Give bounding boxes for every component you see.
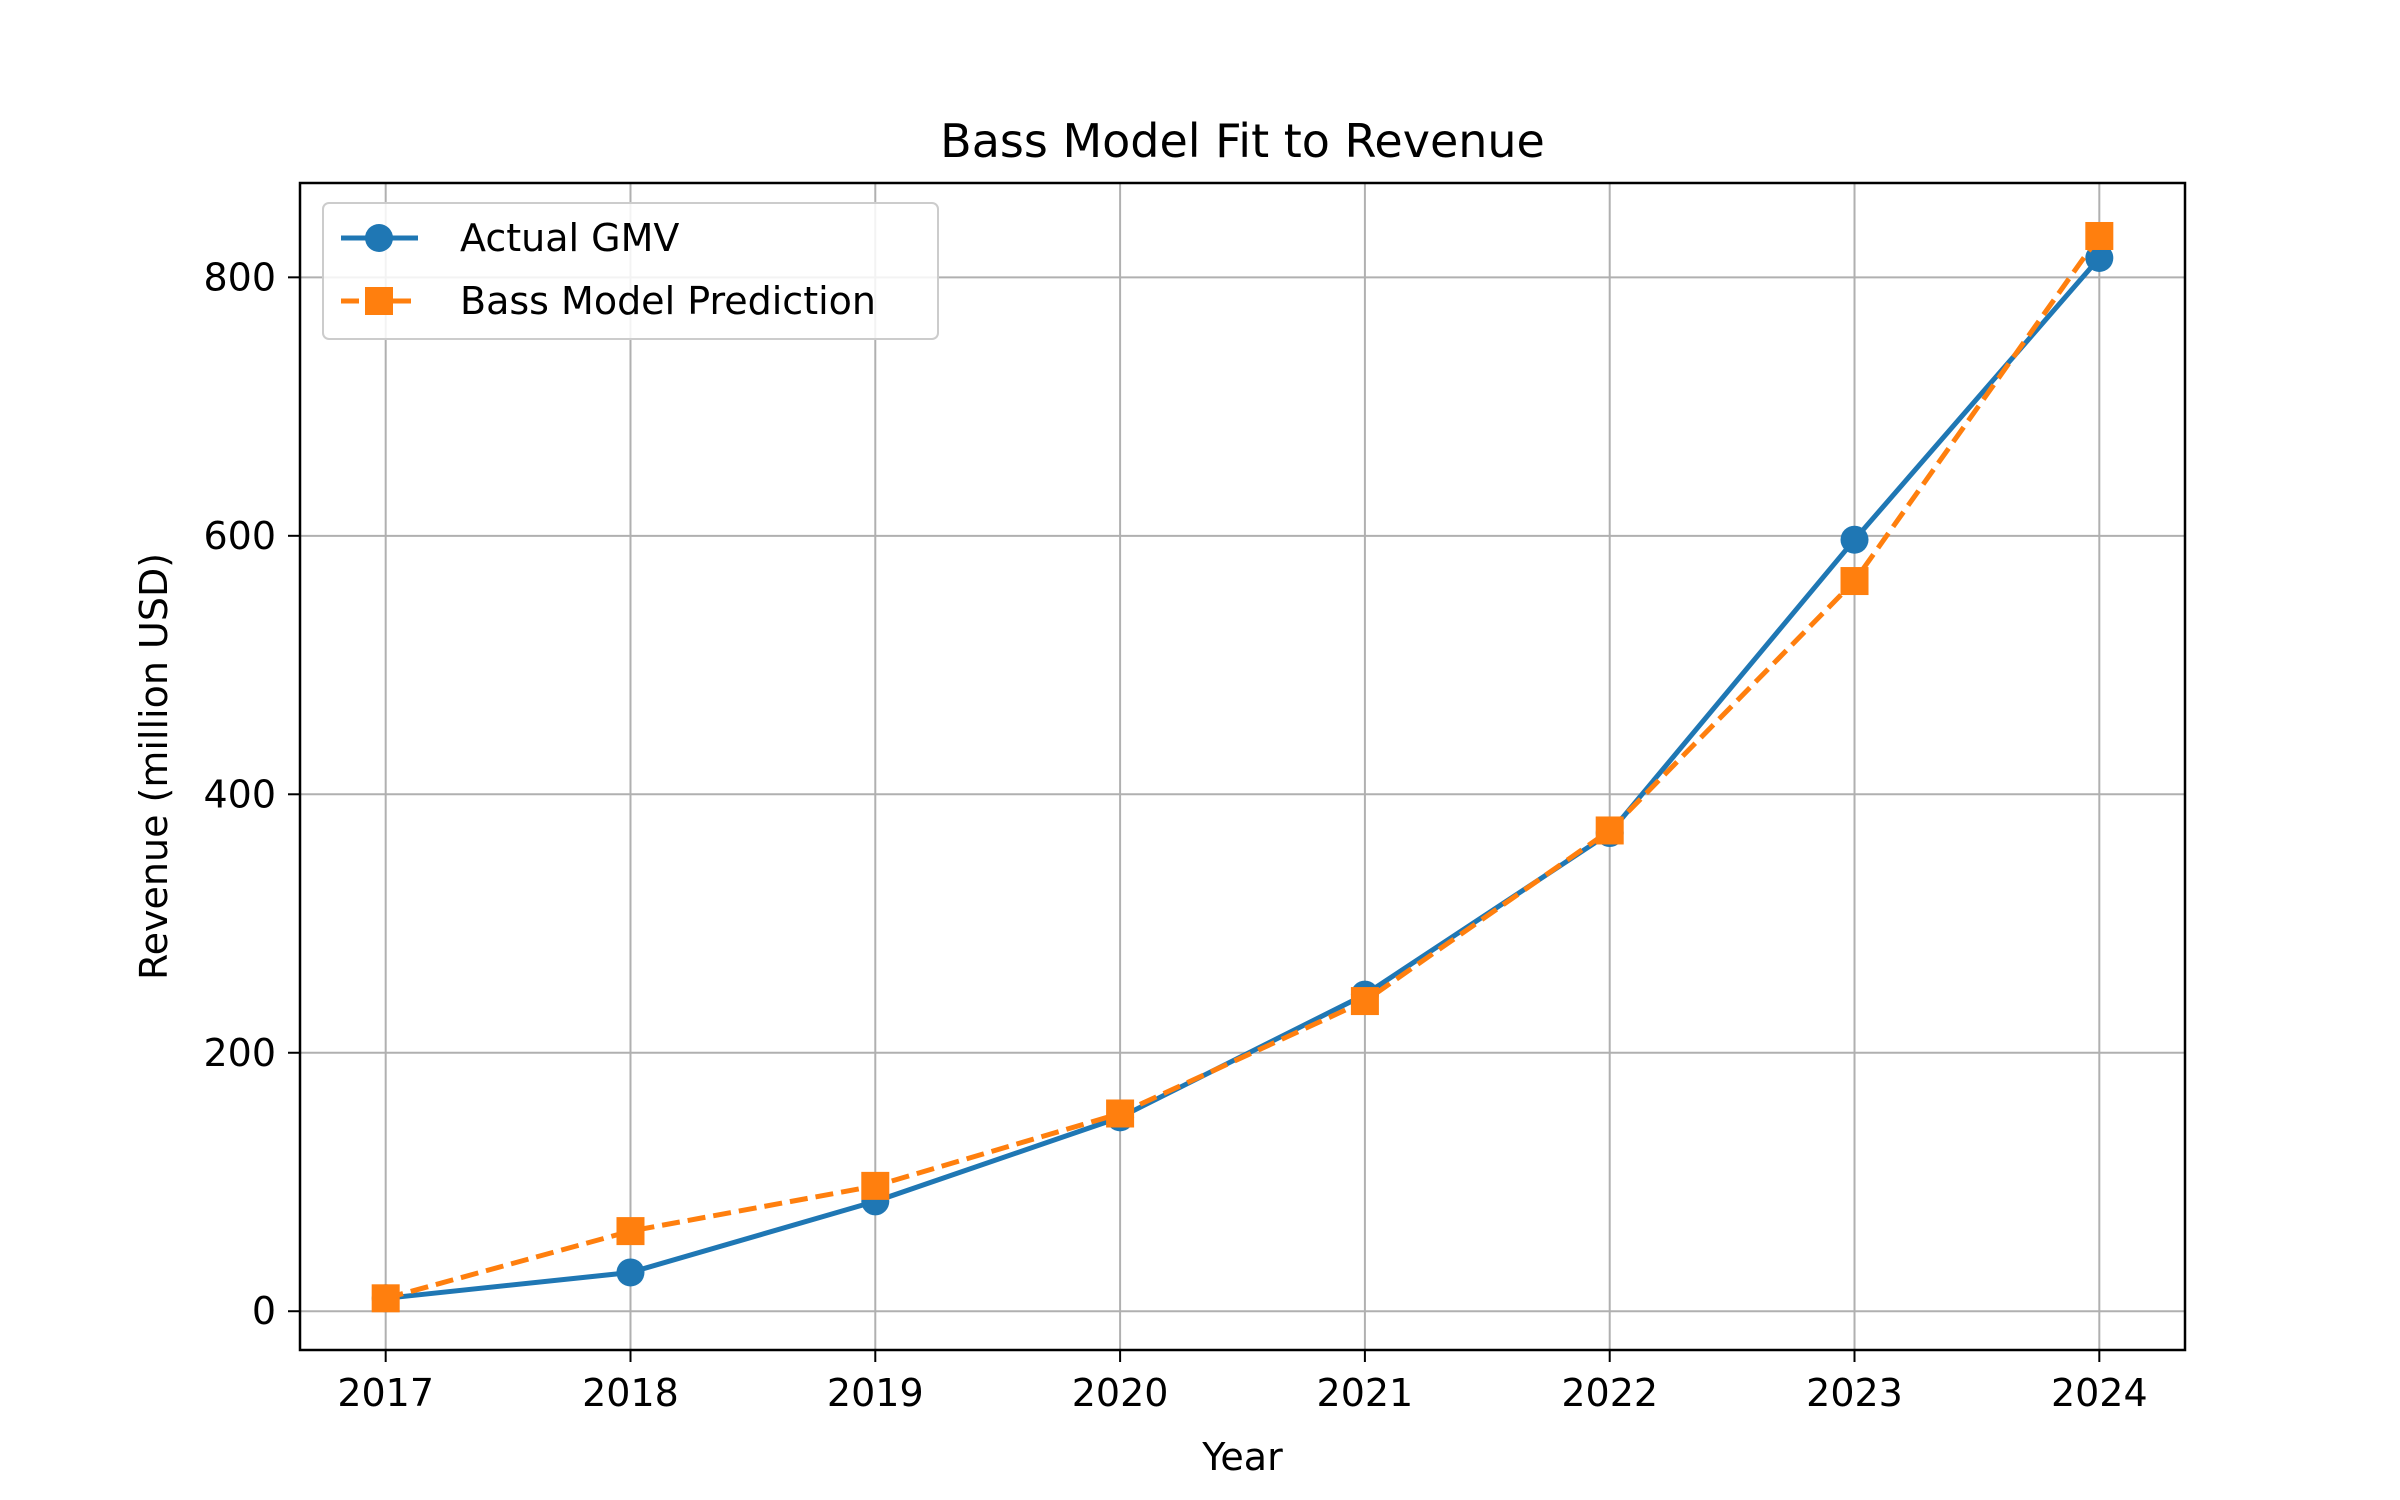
- legend-marker: [365, 224, 393, 252]
- x-tick-label: 2017: [337, 1371, 434, 1415]
- x-tick-label: 2020: [1072, 1371, 1169, 1415]
- y-tick-label: 800: [203, 255, 276, 299]
- x-tick-label: 2024: [2051, 1371, 2148, 1415]
- legend: Actual GMV Bass Model Prediction: [322, 202, 939, 340]
- series-line: [385, 234, 2102, 1301]
- x-tick-label: 2022: [1561, 1371, 1658, 1415]
- data-point: [1840, 525, 1869, 554]
- x-tick-label: 2021: [1317, 1371, 1414, 1415]
- axes: 2017 2018 2019 2020 2021 2022 2023 2024 0 200 400 6…: [203, 255, 2147, 1415]
- data-point: [616, 1217, 645, 1246]
- series-area: [371, 221, 2114, 1313]
- x-tick-label: 2018: [582, 1371, 679, 1415]
- y-tick-label: 200: [203, 1031, 276, 1075]
- x-axis-label: Year: [1201, 1435, 1283, 1479]
- x-tick-label: 2023: [1806, 1371, 1903, 1415]
- legend-item: Bass Model Prediction: [341, 279, 876, 323]
- x-tick-label: 2019: [827, 1371, 924, 1415]
- series-bass-model-prediction: [371, 221, 2114, 1313]
- legend-label: Actual GMV: [460, 216, 679, 260]
- data-point: [2085, 243, 2114, 272]
- legend-box: [322, 202, 939, 340]
- legend-item: Actual GMV: [341, 216, 679, 260]
- data-point: [616, 1258, 645, 1287]
- y-tick-label: 400: [203, 772, 276, 816]
- data-point: [371, 1284, 400, 1313]
- y-tick-label: 0: [252, 1289, 276, 1333]
- plot-frame: [298, 181, 2187, 1352]
- data-point: [1595, 816, 1624, 845]
- data-point: [2085, 221, 2114, 250]
- legend-marker: [365, 287, 393, 315]
- data-point: [861, 1171, 890, 1200]
- grid: [300, 183, 2185, 1350]
- legend-label: Bass Model Prediction: [460, 279, 876, 323]
- data-point: [1840, 567, 1869, 596]
- chart-title: Bass Model Fit to Revenue: [940, 114, 1545, 168]
- y-axis-label: Revenue (million USD): [132, 553, 176, 980]
- data-point: [1106, 1099, 1135, 1128]
- y-tick-label: 600: [203, 514, 276, 558]
- data-point: [1350, 987, 1379, 1016]
